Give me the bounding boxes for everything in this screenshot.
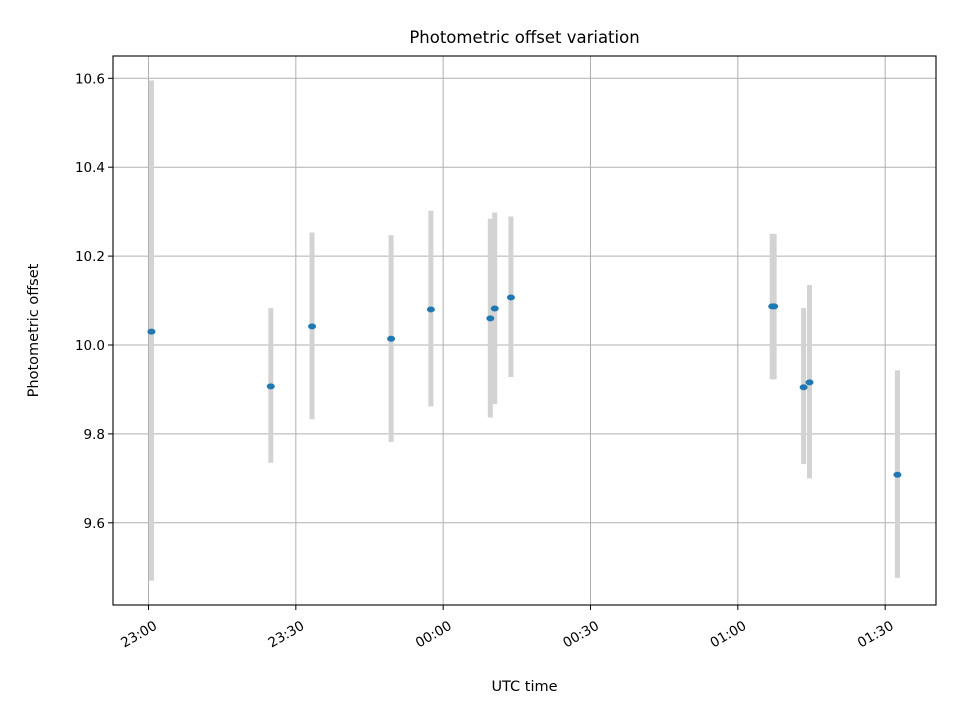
data-point bbox=[506, 294, 515, 301]
x-tick-label: 23:30 bbox=[266, 618, 308, 651]
error-bars bbox=[148, 80, 900, 581]
y-tick-label: 10.6 bbox=[75, 71, 105, 87]
x-tick-label: 00:30 bbox=[560, 618, 602, 651]
data-point bbox=[799, 384, 808, 391]
plot-frame bbox=[112, 55, 937, 606]
x-axis-ticks: 23:00 23:30 00:00 00:30 01:00 01:30 bbox=[118, 605, 897, 651]
data-point bbox=[147, 328, 156, 335]
y-axis-ticks: 9.6 9.8 10.0 10.2 10.4 10.6 bbox=[75, 71, 113, 532]
data-point bbox=[266, 383, 275, 390]
grid-lines bbox=[113, 56, 936, 605]
x-tick-label: 00:00 bbox=[413, 618, 455, 651]
data-point bbox=[486, 315, 495, 322]
data-point bbox=[426, 306, 435, 313]
data-points bbox=[147, 294, 902, 478]
data-point bbox=[770, 303, 779, 310]
y-tick-label: 10.2 bbox=[75, 249, 105, 265]
data-point bbox=[805, 379, 814, 386]
data-point bbox=[490, 305, 499, 312]
data-point bbox=[308, 323, 317, 330]
data-point bbox=[387, 335, 396, 342]
x-tick-label: 01:30 bbox=[855, 618, 897, 651]
y-axis-label: Photometric offset bbox=[26, 263, 42, 397]
data-point bbox=[893, 471, 902, 478]
y-tick-label: 10.4 bbox=[75, 160, 105, 176]
y-tick-label: 9.6 bbox=[84, 516, 105, 532]
chart-title: Photometric offset variation bbox=[409, 28, 639, 47]
x-tick-label: 01:00 bbox=[708, 618, 750, 651]
y-tick-label: 9.8 bbox=[84, 427, 105, 443]
x-axis-label: UTC time bbox=[491, 679, 557, 695]
x-tick-label: 23:00 bbox=[118, 618, 160, 651]
y-tick-label: 10.0 bbox=[75, 338, 105, 354]
